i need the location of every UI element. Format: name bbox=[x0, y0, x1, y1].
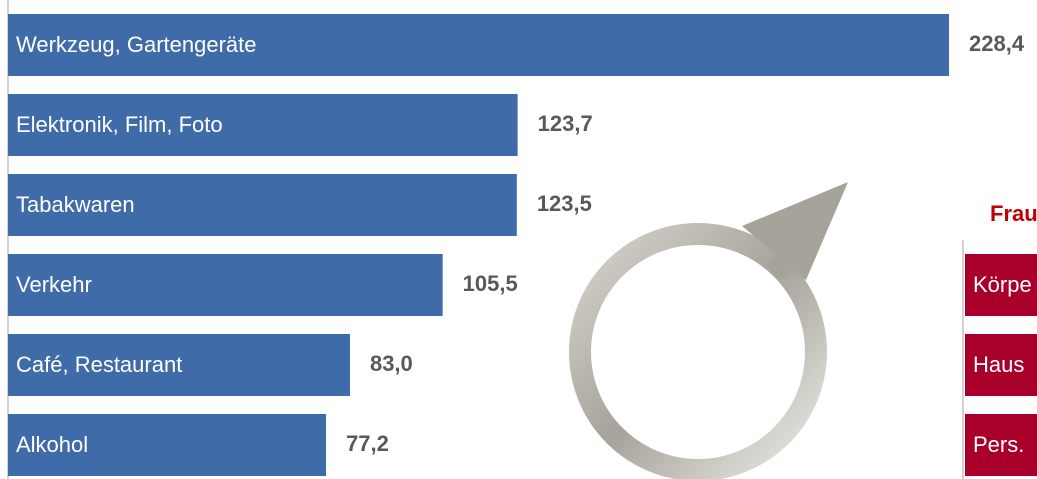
male-symbol bbox=[569, 182, 848, 479]
bar bbox=[965, 334, 1037, 396]
bar bbox=[8, 14, 950, 76]
category-label: Elektronik, Film, Foto bbox=[16, 112, 223, 137]
value-label: 83,0 bbox=[370, 351, 413, 376]
category-label: Tabakwaren bbox=[16, 192, 135, 217]
bar bbox=[8, 254, 443, 316]
panel-title: Frau bbox=[990, 201, 1037, 226]
bar bbox=[8, 94, 518, 156]
category-label: Werkzeug, Gartengeräte bbox=[16, 32, 257, 57]
bar bbox=[965, 254, 1037, 316]
category-label: Körpe bbox=[973, 272, 1032, 297]
category-label: Café, Restaurant bbox=[16, 352, 182, 377]
category-label: Haus bbox=[973, 352, 1024, 377]
value-label: 123,5 bbox=[537, 191, 592, 216]
bar bbox=[8, 414, 327, 476]
value-label: 123,7 bbox=[538, 111, 593, 136]
category-label: Alkohol bbox=[16, 432, 88, 457]
category-label: Verkehr bbox=[16, 272, 92, 297]
bar bbox=[8, 334, 350, 396]
bar bbox=[965, 414, 1037, 476]
value-label: 228,4 bbox=[969, 31, 1025, 56]
value-label: 77,2 bbox=[346, 431, 389, 456]
category-label: Pers. bbox=[973, 432, 1024, 457]
value-label: 105,5 bbox=[463, 271, 518, 296]
bar bbox=[8, 174, 517, 236]
